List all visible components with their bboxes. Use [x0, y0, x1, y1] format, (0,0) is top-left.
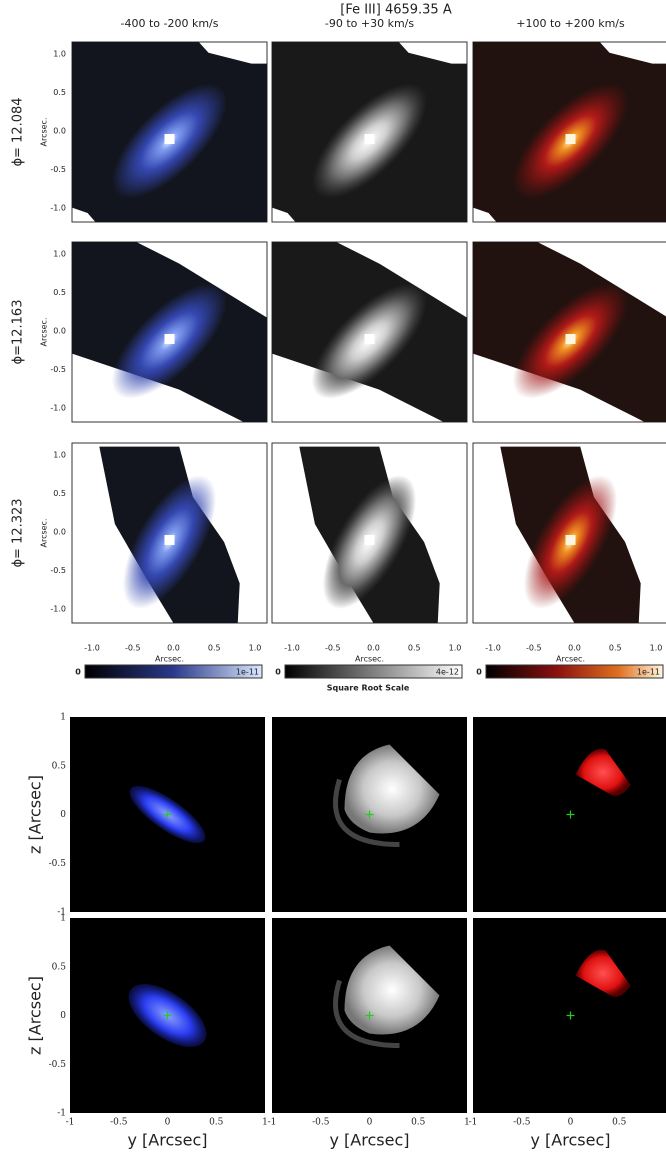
- x-tick-label: -0.5: [325, 644, 341, 653]
- y-axis-label: Arcsec.: [40, 518, 49, 547]
- y-tick-label: -1.0: [50, 605, 66, 614]
- model-y-tick-label: 1: [60, 713, 66, 723]
- y-tick-label: 0.0: [53, 528, 66, 537]
- y-tick-label: -1.0: [50, 204, 66, 213]
- y-tick-label: 0.0: [53, 127, 66, 136]
- emission-core: [165, 535, 175, 545]
- figure: [Fe III] 4659.35 A -400 to -200 km/s -90 …: [0, 0, 666, 1155]
- emission-core: [165, 134, 175, 144]
- model-x-tick-label: 0.5: [612, 1118, 627, 1128]
- model-x-label: y [Arcsec]: [531, 1131, 611, 1150]
- x-tick-label: 0.0: [367, 644, 380, 653]
- colorbar-min: 0: [476, 668, 482, 677]
- y-tick-label: 1.0: [53, 50, 66, 59]
- model-y-tick-label: -0.5: [49, 859, 67, 869]
- model-y-tick-label: 0.5: [52, 761, 67, 771]
- model-y-tick-label: -0.5: [49, 1060, 67, 1070]
- x-tick-label: -1.0: [284, 644, 300, 653]
- model-x-tick-label: 0.5: [411, 1118, 426, 1128]
- y-tick-label: -0.5: [50, 365, 66, 374]
- column-header: +100 to +200 km/s: [516, 17, 625, 30]
- y-tick-label: 1.0: [53, 451, 66, 460]
- phase-label: ϕ= 12.084: [11, 97, 26, 166]
- model-x-tick-label: 0: [367, 1118, 373, 1128]
- column-header: -400 to -200 km/s: [121, 17, 219, 30]
- phase-label: ϕ= 12.323: [11, 498, 26, 567]
- y-tick-label: -0.5: [50, 566, 66, 575]
- emission-core: [165, 334, 175, 344]
- y-tick-label: 0.5: [53, 288, 66, 297]
- emission-core: [365, 334, 375, 344]
- colorbar-caption: Square Root Scale: [327, 684, 410, 693]
- colorbar-min: 0: [275, 668, 281, 677]
- x-tick-label: 1.0: [249, 644, 262, 653]
- x-axis-label: Arcsec.: [155, 655, 184, 664]
- model-y-tick-label: 0.5: [52, 962, 67, 972]
- model-x-tick-label: -1: [268, 1118, 277, 1128]
- y-tick-label: 0.5: [53, 489, 66, 498]
- y-tick-label: -0.5: [50, 165, 66, 174]
- x-tick-label: -0.5: [125, 644, 141, 653]
- figure-title: [Fe III] 4659.35 A: [340, 3, 452, 18]
- emission-core: [365, 535, 375, 545]
- y-tick-label: 0.5: [53, 88, 66, 97]
- colorbar-min: 0: [75, 668, 81, 677]
- model-x-tick-label: 0.5: [209, 1118, 224, 1128]
- x-tick-label: -0.5: [526, 644, 542, 653]
- x-tick-label: -1.0: [84, 644, 100, 653]
- x-tick-label: 0.5: [609, 644, 622, 653]
- model-x-tick-label: -1: [469, 1118, 478, 1128]
- x-axis-label: Arcsec.: [556, 655, 585, 664]
- model-y-tick-label: 0: [60, 1011, 66, 1021]
- model-x-label: y [Arcsec]: [128, 1131, 208, 1150]
- model-y-label: z [Arcsec]: [26, 775, 45, 854]
- x-tick-label: 0.0: [167, 644, 180, 653]
- x-tick-label: 0.5: [408, 644, 421, 653]
- y-axis-label: Arcsec.: [40, 117, 49, 146]
- colorbar-max: 4e-12: [436, 668, 459, 677]
- x-tick-label: 1.0: [650, 644, 663, 653]
- model-x-tick-label: -0.5: [513, 1118, 531, 1128]
- x-tick-label: -1.0: [485, 644, 501, 653]
- y-tick-label: 1.0: [53, 250, 66, 259]
- x-tick-label: 0.5: [208, 644, 221, 653]
- colorbar-max: 1e-11: [637, 668, 660, 677]
- emission-core: [566, 535, 576, 545]
- model-x-tick-label: -0.5: [312, 1118, 330, 1128]
- colorbar-max: 1e-11: [236, 668, 259, 677]
- model-x-tick-label: -0.5: [110, 1118, 128, 1128]
- phase-label: ϕ=12.163: [11, 300, 26, 365]
- model-y-tick-label: 1: [60, 914, 66, 924]
- y-tick-label: -1.0: [50, 404, 66, 413]
- emission-core: [365, 134, 375, 144]
- model-y-label: z [Arcsec]: [26, 976, 45, 1055]
- column-header: -90 to +30 km/s: [325, 17, 415, 30]
- model-y-tick-label: 0: [60, 810, 66, 820]
- emission-core: [566, 334, 576, 344]
- model-x-tick-label: 0: [165, 1118, 171, 1128]
- y-axis-label: Arcsec.: [40, 317, 49, 346]
- x-tick-label: 1.0: [449, 644, 462, 653]
- x-axis-label: Arcsec.: [355, 655, 384, 664]
- x-tick-label: 0.0: [568, 644, 581, 653]
- y-tick-label: 0.0: [53, 327, 66, 336]
- model-x-tick-label: 0: [568, 1118, 574, 1128]
- emission-core: [566, 134, 576, 144]
- model-x-label: y [Arcsec]: [330, 1131, 410, 1150]
- model-x-tick-label: -1: [66, 1118, 75, 1128]
